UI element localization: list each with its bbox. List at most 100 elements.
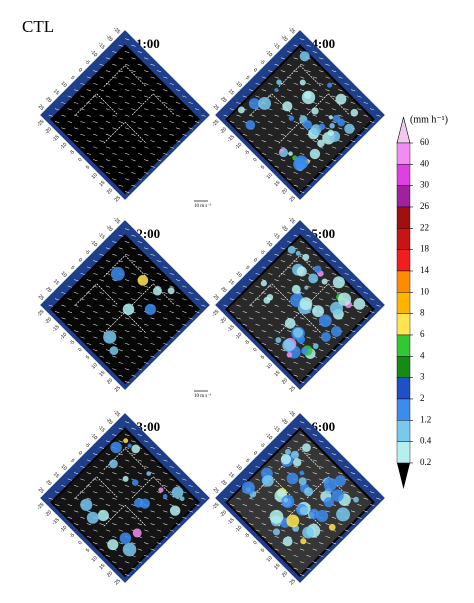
wind-arrow — [137, 368, 143, 371]
axis-tick-label: -20 — [279, 417, 289, 427]
wind-arrow — [344, 465, 349, 468]
axis-tick-label: -10 — [59, 332, 69, 342]
wind-arrow — [112, 472, 117, 475]
wind-arrow — [274, 548, 279, 551]
wind-arrow — [319, 82, 324, 85]
wind-arrow — [99, 292, 104, 294]
axis-tick-label: -20 — [104, 224, 114, 234]
wind-arrow — [319, 285, 324, 288]
wind-arrow — [131, 133, 136, 136]
wind-arrow — [280, 272, 286, 275]
wind-arrow — [105, 440, 111, 443]
wind-arrow — [105, 491, 111, 494]
wind-arrow — [67, 504, 73, 507]
axis-tick-label: -15 — [51, 324, 61, 334]
wind-arrow — [156, 504, 162, 507]
panel: -25-25-20-20-15-15-10-10-5-5005510101515… — [211, 409, 385, 586]
wind-arrow — [124, 472, 130, 475]
wind-arrow — [182, 323, 187, 326]
wind-arrow — [118, 285, 123, 288]
wind-arrow — [99, 485, 104, 487]
wind-arrow — [175, 317, 181, 320]
wind-arrow — [169, 133, 174, 136]
wind-arrow — [144, 108, 149, 111]
wind-arrow — [112, 140, 117, 143]
wind-arrow — [287, 292, 292, 294]
axis-tick-label: 15 — [227, 471, 235, 479]
wind-arrow — [325, 127, 330, 130]
wind-arrow — [312, 459, 318, 462]
wind-arrow — [312, 241, 318, 244]
axis-tick-label: 15 — [273, 563, 281, 571]
wind-arrow — [112, 178, 117, 181]
wind-arrow — [319, 95, 324, 98]
wind-arrow — [156, 121, 162, 124]
wind-arrow — [299, 140, 305, 143]
wind-arrow — [306, 146, 311, 149]
precip-cell — [329, 301, 344, 315]
axis-tick-label: -20 — [279, 34, 289, 44]
wind-arrow — [287, 561, 292, 564]
wind-arrow — [287, 51, 292, 54]
wind-arrow — [86, 510, 92, 513]
wind-arrow — [274, 446, 279, 449]
wind-arrow — [331, 453, 337, 456]
urban-outline — [103, 65, 147, 87]
colorbar-label: 22 — [420, 222, 429, 232]
wind-arrow — [268, 82, 273, 85]
wind-arrow — [112, 342, 117, 345]
wind-arrow — [112, 434, 117, 437]
precip-cell — [287, 245, 296, 254]
precip-cell — [302, 120, 313, 130]
precip-cell — [276, 79, 282, 85]
wind-arrow — [124, 485, 130, 487]
wind-arrow — [299, 191, 305, 194]
axis-tick-label: -20 — [219, 126, 229, 136]
wind-arrow — [54, 108, 60, 111]
wind-arrow — [61, 102, 66, 104]
wind-arrow — [306, 542, 311, 545]
wind-arrow — [86, 459, 92, 462]
wind-arrow — [261, 266, 267, 269]
wind-arrow — [261, 89, 267, 92]
axis-tick-label: -15 — [97, 41, 107, 51]
wind-arrow — [363, 292, 368, 294]
wind-arrow — [350, 330, 356, 333]
precip-cell — [119, 532, 132, 545]
precip-cell — [275, 337, 282, 344]
precip-cell — [328, 115, 333, 120]
wind-arrow — [344, 146, 349, 149]
colorbar-unit: (mm h⁻¹) — [410, 114, 448, 125]
wind-arrow — [268, 542, 273, 545]
wind-arrow — [67, 108, 73, 111]
wind-arrow — [137, 51, 143, 54]
wind-arrow — [156, 491, 162, 494]
precip-cell — [344, 123, 355, 134]
wind-arrow — [163, 535, 168, 538]
colorbar-label: 3 — [420, 372, 425, 382]
precip-cell — [292, 458, 302, 467]
wind-arrow — [99, 355, 104, 358]
wind-arrow — [67, 311, 73, 314]
wind-arrow — [124, 76, 130, 79]
urban-outline — [103, 504, 147, 527]
wind-arrow — [163, 342, 168, 345]
precip-cell — [293, 327, 304, 338]
colorbar-segment — [396, 313, 411, 336]
wind-arrow — [124, 459, 130, 462]
wind-arrow — [268, 159, 273, 162]
wind-arrow — [280, 121, 286, 124]
wind-arrow — [261, 535, 267, 538]
wind-arrow — [137, 292, 143, 294]
wind-arrow — [67, 95, 73, 98]
wind-arrow — [118, 95, 123, 98]
precip-cell — [299, 297, 313, 311]
precip-cell — [158, 487, 164, 493]
wind-arrow — [268, 529, 273, 532]
axis-tick-label: -25 — [112, 409, 122, 419]
wind-arrow — [118, 121, 123, 124]
wind-arrow — [280, 133, 286, 136]
wind-arrow — [299, 523, 305, 526]
wind-arrow — [299, 102, 305, 104]
wind-arrow — [131, 108, 136, 111]
